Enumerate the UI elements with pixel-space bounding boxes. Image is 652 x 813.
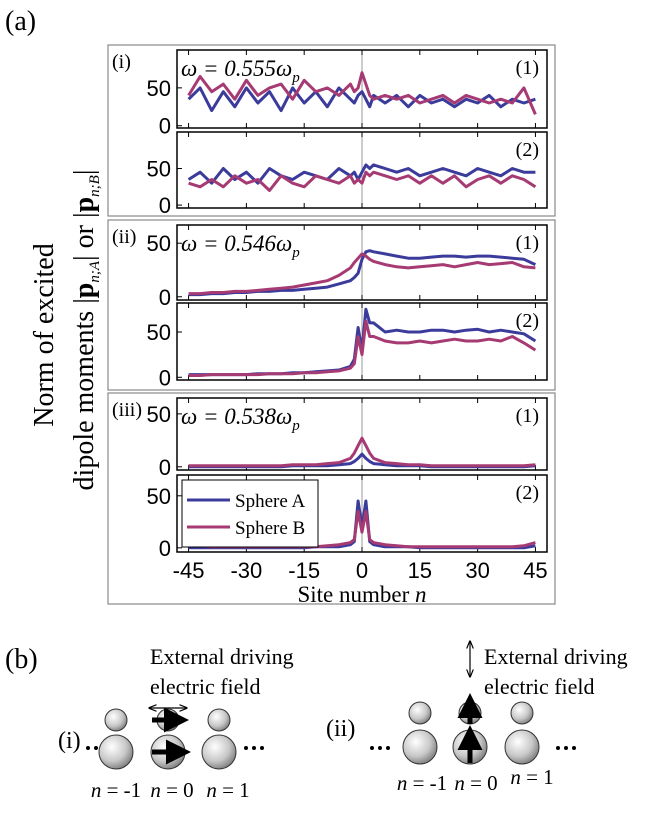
- site-label: n = 0: [454, 771, 497, 795]
- x-label: Site number n: [297, 582, 426, 607]
- legend-box: [181, 479, 319, 548]
- data-line: [188, 436, 536, 468]
- subpanel-label: (2): [516, 310, 539, 332]
- field-text: External driving: [150, 644, 294, 669]
- field-text: External driving: [484, 644, 628, 669]
- field-text: electric field: [484, 674, 595, 699]
- x-tick-label: -45: [173, 558, 205, 583]
- omega-label: ω = 0.538ωp: [181, 404, 300, 434]
- omega-subscript: p: [291, 70, 300, 86]
- x-tick-label: 30: [465, 558, 489, 583]
- site-label: n = 1: [510, 765, 553, 789]
- y-label: Norm of excited: [29, 243, 60, 427]
- group-box: [107, 219, 556, 391]
- data-line: [188, 252, 536, 296]
- y-tick-label: 0: [159, 114, 171, 139]
- omega-subscript: p: [291, 418, 300, 434]
- site-label: n = 0: [150, 778, 193, 802]
- y-tick-label: 0: [159, 455, 171, 480]
- omega-text: ω = 0.538ω: [181, 404, 292, 429]
- y-tick-label: 0: [159, 285, 171, 310]
- y-tick-label: 0: [159, 536, 171, 561]
- y-tick-label: 0: [159, 193, 171, 218]
- plot-frame: [176, 131, 548, 209]
- legend-label: Sphere A: [235, 491, 305, 512]
- site-label: n = -1: [91, 778, 141, 802]
- site-label: n = 1: [206, 778, 249, 802]
- group-label: (iii): [112, 399, 142, 421]
- omega-subscript: p: [291, 245, 300, 261]
- omega-text: ω = 0.555ω: [181, 56, 292, 81]
- group-label: (ii): [112, 226, 136, 248]
- panel-label: (ii): [326, 716, 355, 742]
- y-tick-label: 50: [147, 231, 171, 256]
- x-label-text: Site number: [297, 582, 415, 607]
- x-tick-label: -30: [230, 558, 262, 583]
- ellipsis: [370, 746, 576, 750]
- plot-frame: [176, 49, 548, 129]
- x-tick-label: -15: [288, 558, 320, 583]
- data-line: [188, 319, 537, 377]
- data-line: [187, 71, 537, 115]
- y-tick-label: 50: [147, 76, 171, 101]
- x-tick-label: 0: [356, 558, 368, 583]
- y-tick-label: 50: [147, 402, 171, 427]
- diagram: (b) External driving electric field (i) …: [5, 642, 628, 802]
- subpanel-label: (1): [516, 405, 539, 427]
- omega-label: ω = 0.555ωp: [181, 56, 300, 86]
- plot-frame: [176, 224, 548, 301]
- y-tick-label: 50: [147, 484, 171, 509]
- omega-text: ω = 0.546ω: [181, 231, 292, 256]
- plot-frame: [176, 397, 548, 471]
- omega-label: ω = 0.546ωp: [181, 231, 300, 261]
- subpanel-label: (2): [516, 139, 539, 161]
- data-line: [188, 170, 537, 192]
- panel-label: (i): [58, 728, 81, 754]
- plot-frame: [176, 474, 548, 553]
- y-label: dipole moments |pn;A| or |pn;B|: [69, 170, 103, 491]
- group-box: [107, 44, 556, 217]
- group-box: [107, 392, 556, 605]
- subpanel-label: (2): [516, 482, 539, 504]
- x-label-var: n: [415, 582, 427, 607]
- x-tick-label: 45: [523, 558, 547, 583]
- data-line: [187, 86, 536, 113]
- y-tick-label: 50: [147, 157, 171, 182]
- figure-label: (a): [5, 6, 36, 37]
- field-text: electric field: [150, 674, 261, 699]
- y-tick-label: 50: [147, 320, 171, 345]
- subpanel-label: (1): [516, 232, 539, 254]
- legend-label: Sphere B: [235, 518, 305, 539]
- x-tick-label: 15: [408, 558, 432, 583]
- site-label: n = -1: [397, 771, 447, 795]
- y-tick-label: 0: [159, 365, 171, 390]
- plot-frame: [176, 302, 548, 381]
- group-label: (i): [112, 51, 131, 73]
- diagram-label: (b): [5, 644, 38, 675]
- subpanel-label: (1): [516, 57, 539, 79]
